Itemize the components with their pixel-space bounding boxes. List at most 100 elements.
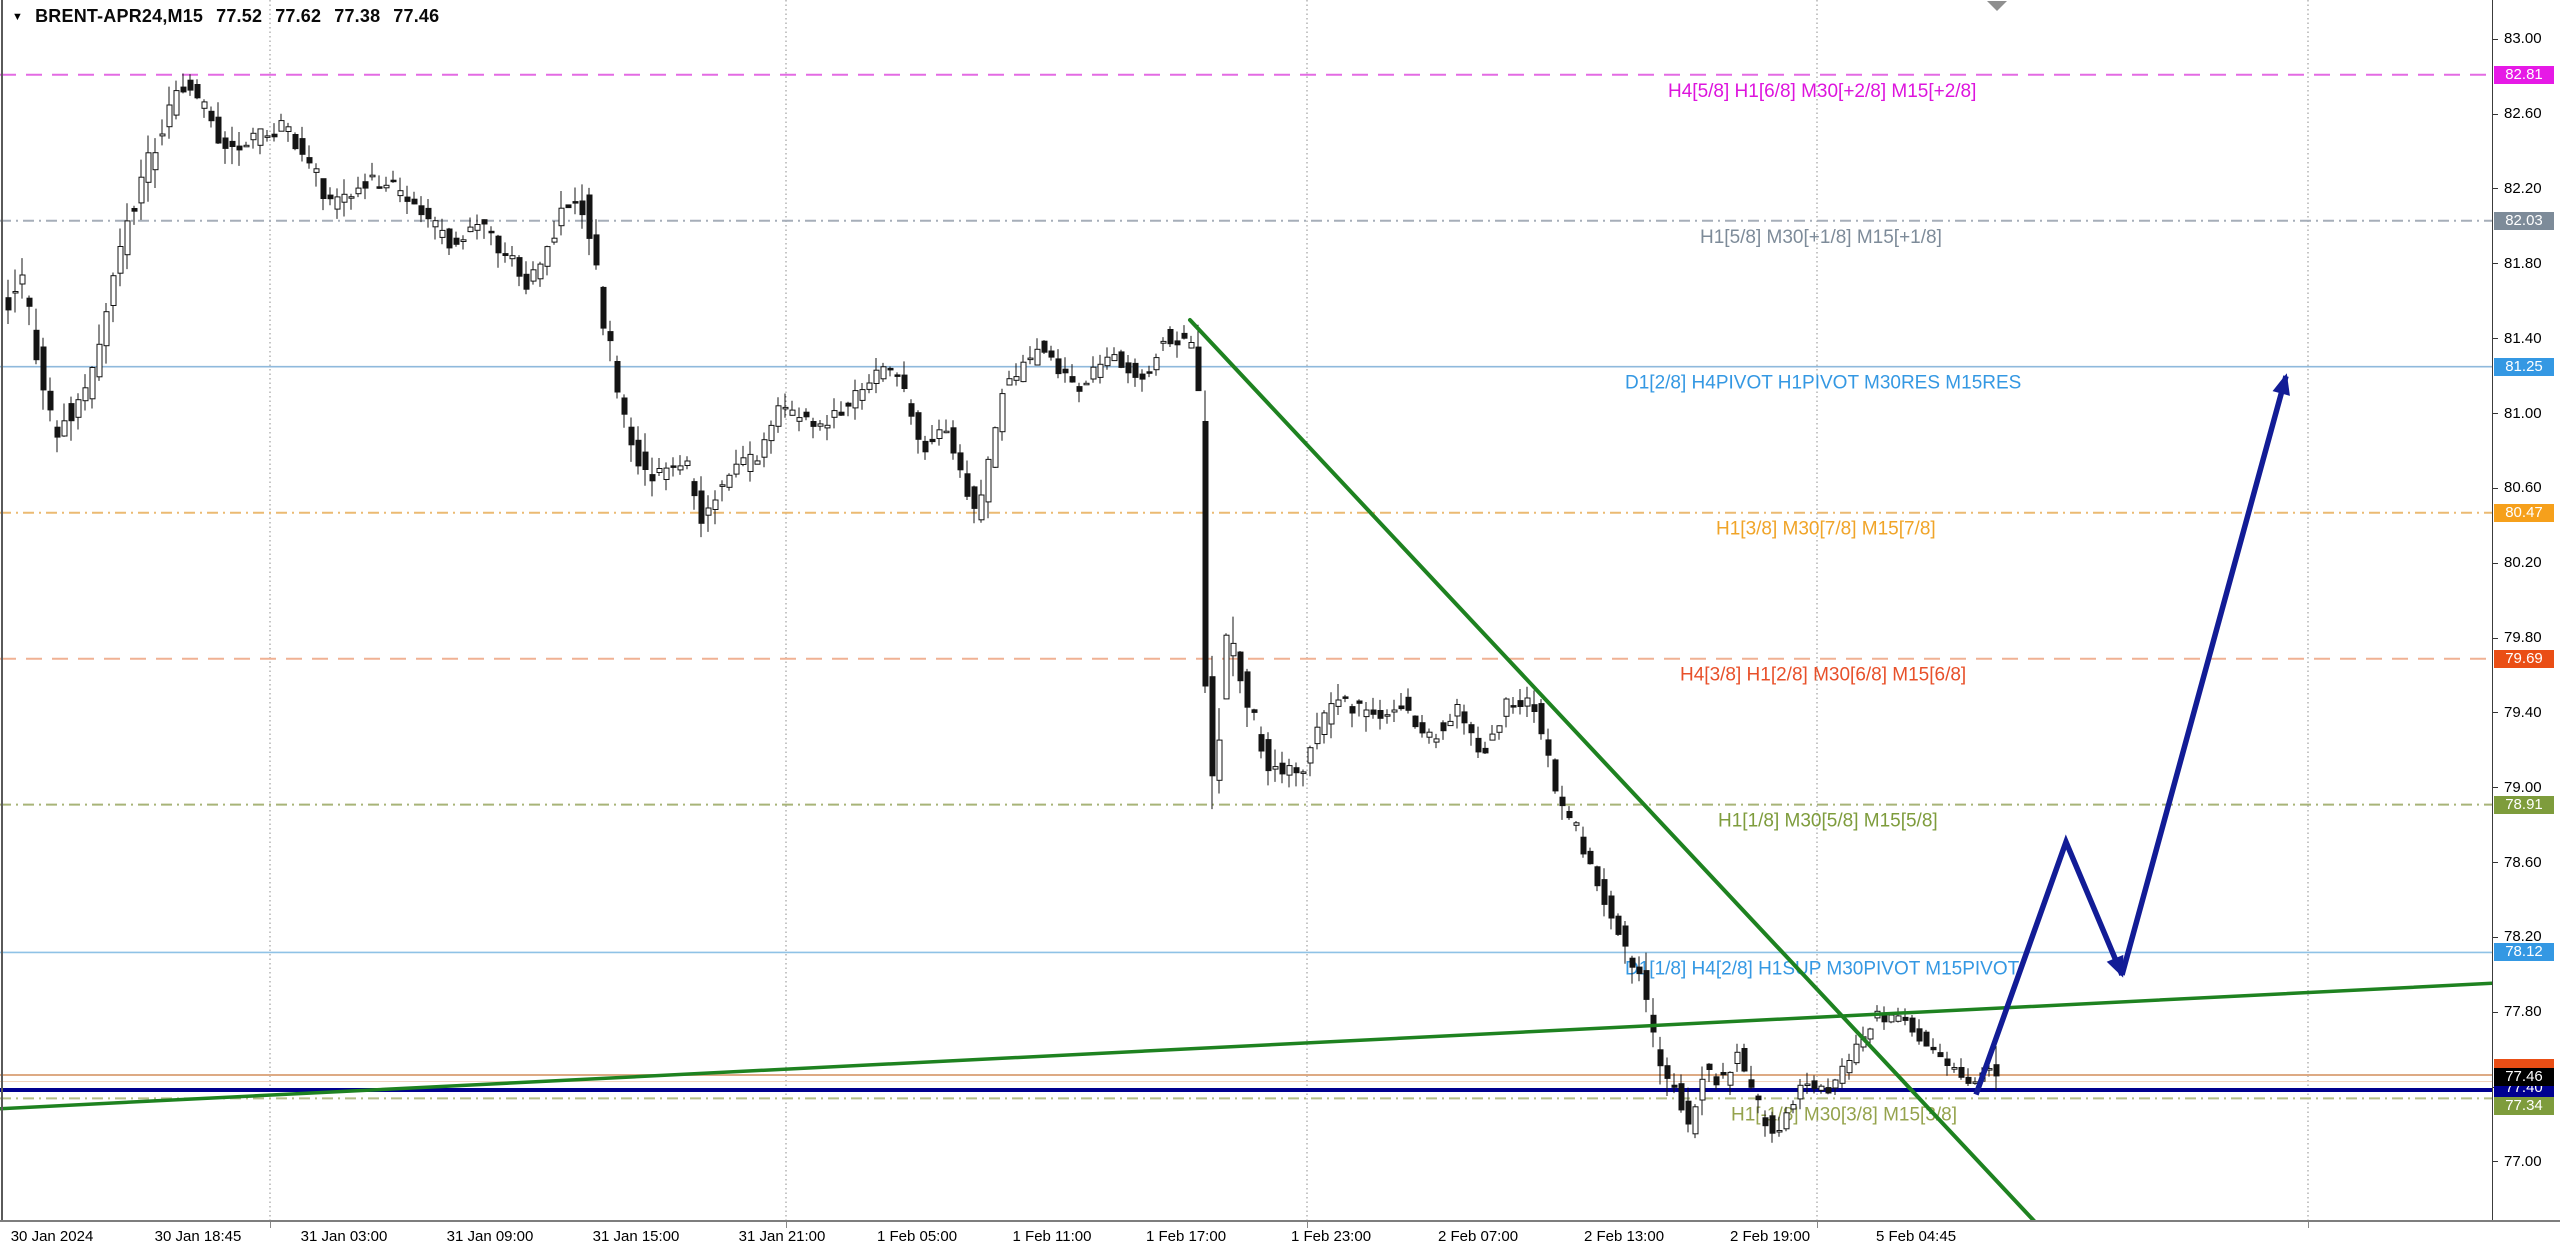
ohlc-collapse-icon[interactable]: ▼	[12, 11, 24, 23]
candle-body	[285, 126, 292, 133]
candle-body	[194, 84, 201, 99]
close-value: 77.46	[393, 6, 440, 26]
time-axis[interactable]: 30 Jan 2024 30 Jan 18:45 31 Jan 03:00 31 Ja…	[0, 1220, 2560, 1251]
candle-body	[1139, 373, 1146, 380]
candle-body	[257, 128, 264, 146]
candle-body	[1013, 376, 1020, 381]
candle-body	[1993, 1064, 2000, 1077]
candle-body	[1524, 697, 1531, 707]
time-tick-label: 30 Jan 18:45	[154, 1228, 242, 1245]
candle-body	[180, 86, 187, 93]
price-tick-mark	[2493, 936, 2498, 938]
candle-body	[1720, 1072, 1727, 1076]
ascending-trendline[interactable]	[0, 981, 2492, 1111]
time-tick-label: 2 Feb 07:00	[1437, 1228, 1519, 1245]
candle-body	[1125, 362, 1132, 374]
day-separator-tick	[1307, 1222, 1308, 1228]
candle-body	[1671, 1084, 1678, 1088]
candle-body	[278, 120, 285, 132]
candle-body	[663, 467, 670, 481]
price-tick-mark	[2493, 562, 2498, 564]
price-tick-label: 77.80	[2504, 1003, 2542, 1021]
candle-body	[61, 420, 68, 437]
time-tick-label: 31 Jan 09:00	[446, 1228, 534, 1245]
candle-body	[1433, 738, 1440, 743]
candle-body	[1706, 1063, 1713, 1070]
candle-body	[831, 410, 838, 418]
price-axis[interactable]: 83.00 82.60 82.20 81.80 81.40 81.00 80.60 80.20…	[2492, 0, 2560, 1251]
candle-body	[1405, 696, 1412, 711]
candle-body	[1244, 671, 1251, 708]
chart-shift-marker-icon[interactable]	[1987, 1, 2007, 11]
candle-body	[1916, 1028, 1923, 1042]
candle-body	[19, 274, 26, 285]
price-tick-label: 82.20	[2504, 179, 2542, 197]
time-tick-label: 1 Feb 05:00	[876, 1228, 958, 1245]
candle-body	[929, 438, 936, 443]
candle-body	[1965, 1076, 1972, 1084]
candle-body	[40, 346, 47, 391]
candle-body	[1580, 836, 1587, 855]
candle-body	[922, 440, 929, 453]
candle-body	[1482, 747, 1489, 754]
candle-body	[950, 427, 957, 454]
candle-body	[985, 458, 992, 503]
candle-body	[1755, 1095, 1762, 1101]
chart-canvas[interactable]: H4[5/8] H1[6/8] M30[+2/8] M15[+2/8] H1[5/…	[0, 0, 2492, 1220]
candle-body	[138, 176, 145, 204]
candle-body	[327, 194, 334, 200]
candle-body	[1160, 340, 1167, 344]
candle-body	[362, 181, 369, 189]
day-separator-tick	[270, 1222, 271, 1228]
candle-body	[348, 196, 355, 199]
price-tick-mark	[2493, 787, 2498, 789]
candle-body	[579, 200, 586, 216]
projection-arrow[interactable]	[2119, 373, 2290, 976]
candle-body	[1853, 1043, 1860, 1064]
candle-body	[1293, 767, 1300, 774]
candle-body	[1566, 811, 1573, 819]
candle-body	[432, 220, 439, 228]
time-tick-label: 31 Jan 21:00	[738, 1228, 826, 1245]
level-price-tag: 81.25	[2494, 357, 2554, 376]
price-tick-mark	[2493, 113, 2498, 115]
candle-body	[1398, 705, 1405, 710]
price-tick-label: 81.00	[2504, 404, 2542, 422]
candle-body	[551, 237, 558, 243]
candle-body	[1468, 724, 1475, 734]
candle-body	[516, 257, 523, 277]
candle-body	[236, 145, 243, 151]
candle-body	[1629, 957, 1636, 968]
candle-body	[1356, 700, 1363, 704]
level-label: H1[1/8] M30[5/8] M15[5/8]	[1718, 811, 1938, 832]
candle-body	[1909, 1017, 1916, 1033]
level-price-tag: 82.81	[2494, 65, 2554, 84]
candle-body	[117, 246, 124, 274]
candle-body	[810, 421, 817, 427]
candle-body	[1181, 332, 1188, 339]
candle-body	[250, 132, 257, 141]
candle-body	[159, 133, 166, 137]
candle-body	[425, 207, 432, 220]
candle-body	[1020, 361, 1027, 383]
candle-body	[1510, 705, 1517, 708]
candle-body	[1440, 722, 1447, 732]
candle-body	[775, 405, 782, 427]
candle-body	[1902, 1016, 1909, 1021]
day-separator-tick	[786, 1222, 787, 1228]
candle-body	[1195, 346, 1202, 392]
descending-trendline[interactable]	[1188, 318, 2036, 1220]
candle-body	[1307, 747, 1314, 764]
projection-arrow[interactable]	[1973, 834, 2125, 1096]
candle-body	[628, 426, 635, 446]
candle-body	[887, 367, 894, 371]
candle-body	[537, 263, 544, 280]
candle-body	[1006, 378, 1013, 386]
candle-body	[908, 403, 915, 417]
price-tick-label: 77.00	[2504, 1152, 2542, 1170]
candle-body	[1559, 796, 1566, 807]
candle-body	[1685, 1100, 1692, 1125]
time-tick-label: 2 Feb 19:00	[1729, 1228, 1811, 1245]
candle-body	[607, 331, 614, 342]
candle-body	[201, 101, 208, 109]
